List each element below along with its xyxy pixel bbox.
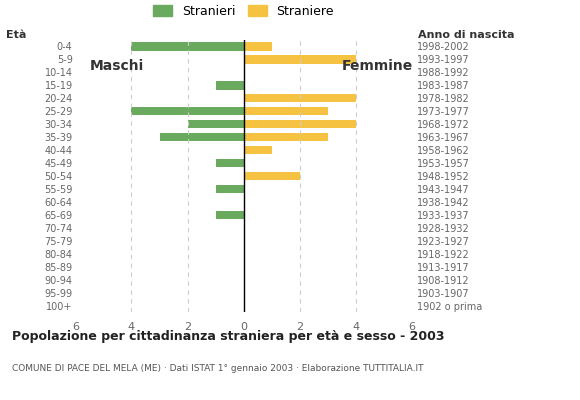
Bar — [244, 55, 356, 64]
Text: Maschi: Maschi — [89, 59, 144, 73]
Text: Anno di nascita: Anno di nascita — [418, 30, 514, 40]
Bar — [216, 81, 244, 90]
Text: COMUNE DI PACE DEL MELA (ME) · Dati ISTAT 1° gennaio 2003 · Elaborazione TUTTITA: COMUNE DI PACE DEL MELA (ME) · Dati ISTA… — [12, 364, 423, 373]
Bar — [244, 146, 271, 154]
Legend: Stranieri, Straniere: Stranieri, Straniere — [148, 0, 339, 23]
Bar — [216, 185, 244, 193]
Bar — [244, 120, 356, 128]
Bar — [216, 211, 244, 219]
Bar — [187, 120, 244, 128]
Bar — [132, 107, 244, 116]
Bar — [244, 133, 328, 141]
Text: Popolazione per cittadinanza straniera per età e sesso - 2003: Popolazione per cittadinanza straniera p… — [12, 330, 444, 343]
Text: Età: Età — [6, 30, 26, 40]
Bar — [244, 42, 271, 51]
Bar — [244, 94, 356, 102]
Bar — [244, 172, 300, 180]
Bar — [160, 133, 244, 141]
Bar — [244, 107, 328, 116]
Text: Femmine: Femmine — [342, 59, 413, 73]
Bar — [216, 159, 244, 167]
Bar — [132, 42, 244, 51]
